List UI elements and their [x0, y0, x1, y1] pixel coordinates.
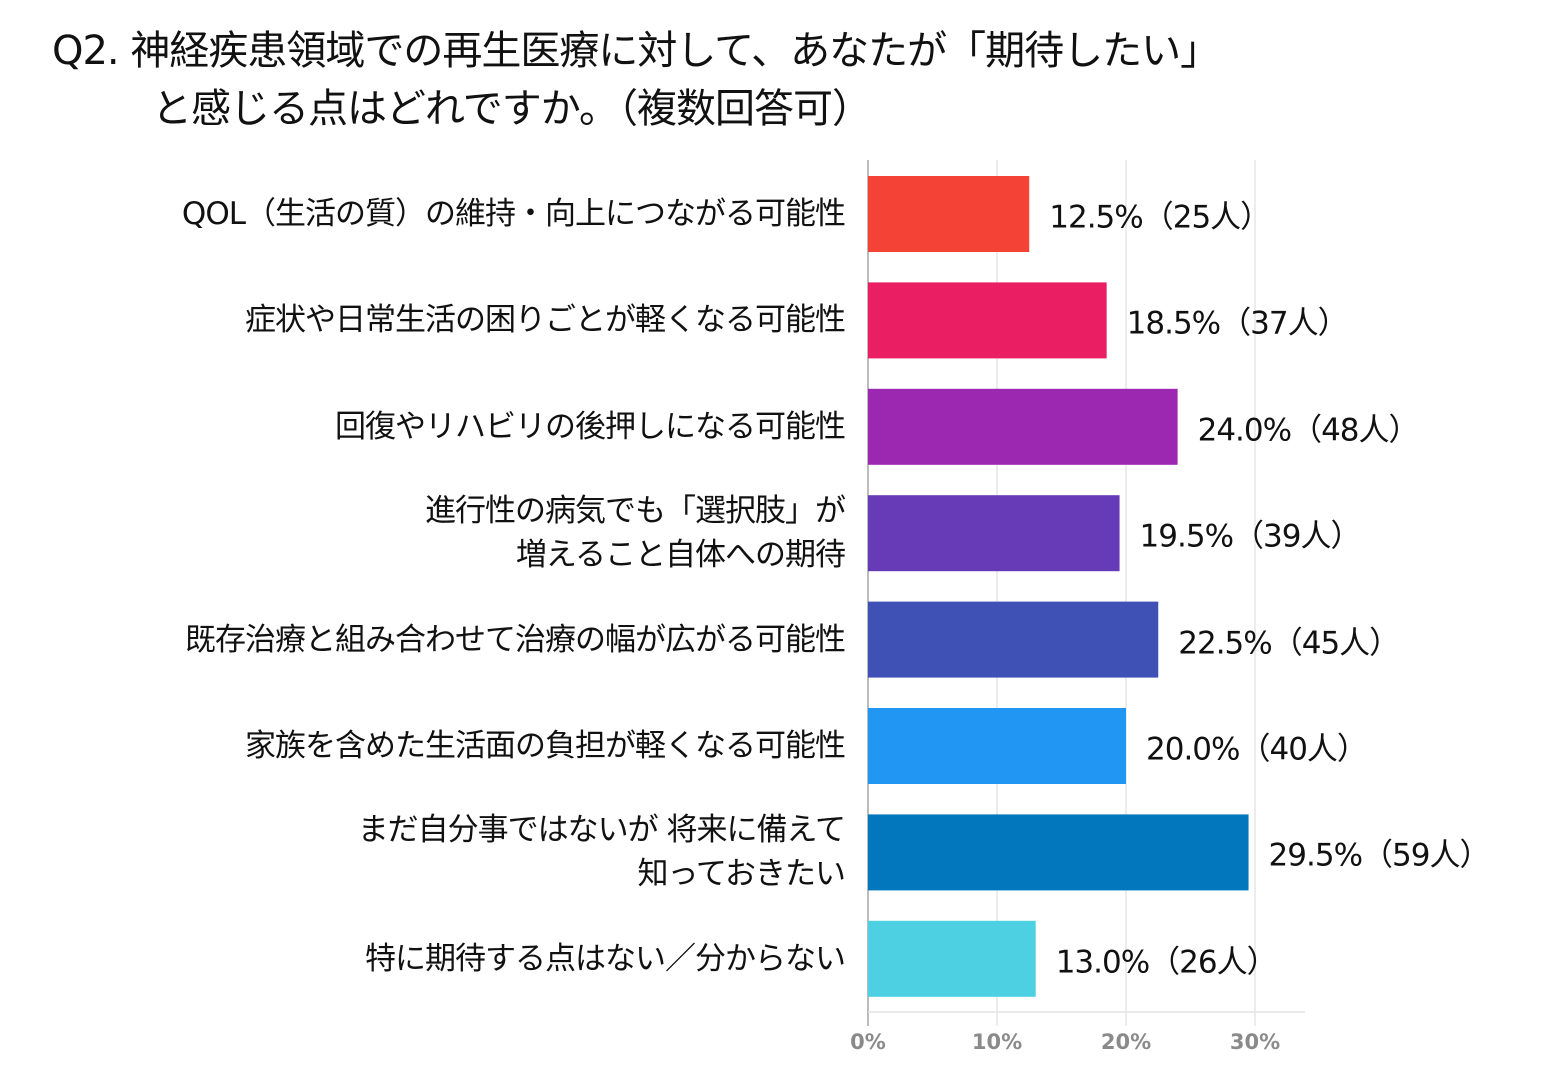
- data-label: 22.5%（45人）: [1178, 625, 1400, 662]
- bar: [868, 601, 1159, 678]
- data-label: 19.5%（39人）: [1139, 518, 1362, 555]
- tick-label: 20%: [1100, 1030, 1152, 1054]
- title-line-2: と感じる点はどれですか。（複数回答可）: [152, 86, 872, 132]
- data-label: 24.0%（48人）: [1197, 412, 1420, 449]
- category-label: 回復やリハビリの後押しになる可能性: [335, 408, 846, 445]
- data-label: 12.5%（25人）: [1049, 199, 1271, 236]
- data-label: 13.0%（26人）: [1055, 944, 1278, 981]
- bar: [868, 708, 1126, 784]
- category-label: 進行性の病気でも「選択肢」が 増えること自体への期待: [425, 493, 846, 574]
- bar: [868, 282, 1107, 359]
- tick-label: 10%: [971, 1030, 1023, 1054]
- category-label: まだ自分事ではないが 将来に備えて 知っておきたい: [357, 812, 846, 893]
- bar: [868, 814, 1249, 891]
- data-label: 29.5%（59人）: [1268, 837, 1491, 874]
- data-label: 18.5%（37人）: [1126, 305, 1349, 342]
- category-label: 家族を含めた生活面の負担が軽くなる可能性: [245, 728, 846, 764]
- tick-label: 30%: [1229, 1030, 1281, 1054]
- bar: [868, 176, 1030, 252]
- title-line-1: Q2. 神経疾患領域での再生医療に対して、あなたが「期待したい」: [52, 28, 1220, 74]
- tick-label: 0%: [850, 1030, 886, 1054]
- chart-title: Q2. 神経疾患領域での再生医療に対して、あなたが「期待したい」と感じる点はどれ…: [52, 22, 1220, 138]
- data-label: 20.0%（40人）: [1146, 731, 1368, 768]
- category-label: 特に期待する点はない／分からない: [365, 940, 846, 977]
- category-label: 症状や日常生活の困りごとが軽くなる可能性: [245, 302, 846, 339]
- bar: [868, 388, 1178, 465]
- bar: [868, 920, 1036, 997]
- bar: [868, 495, 1120, 572]
- category-label: 既存治療と組み合わせて治療の幅が広がる可能性: [185, 621, 846, 658]
- category-label: QOL（生活の質）の維持・向上につながる可能性: [181, 196, 846, 232]
